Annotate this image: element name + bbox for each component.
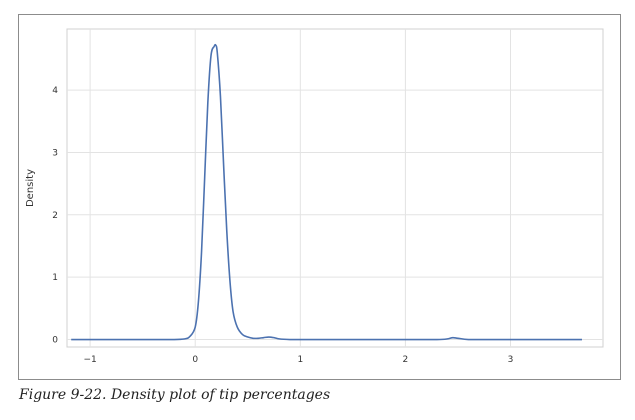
- figure-caption: Figure 9-22. Density plot of tip percent…: [19, 387, 331, 403]
- x-tick-label: 1: [297, 355, 303, 365]
- x-tick-label: −1: [83, 355, 96, 365]
- y-tick-label: 2: [52, 211, 58, 221]
- plot-area: [66, 28, 604, 348]
- x-tick-label: 2: [403, 355, 409, 365]
- y-tick-labels: 0 1 2 3 4: [52, 86, 58, 345]
- x-tick-label: 3: [508, 355, 514, 365]
- y-tick-label: 0: [52, 336, 58, 346]
- y-tick-label: 3: [52, 148, 58, 158]
- y-tick-label: 4: [52, 86, 58, 96]
- x-tick-label: 0: [192, 355, 198, 365]
- y-axis-label: Density: [25, 169, 36, 207]
- figure-frame: −1 0 1 2 3 0 1 2 3 4 Density: [18, 14, 621, 380]
- density-series-line: [71, 43, 582, 341]
- y-tick-label: 1: [52, 273, 58, 283]
- x-tick-labels: −1 0 1 2 3: [83, 355, 513, 365]
- density-chart: −1 0 1 2 3 0 1 2 3 4 Density: [25, 28, 604, 365]
